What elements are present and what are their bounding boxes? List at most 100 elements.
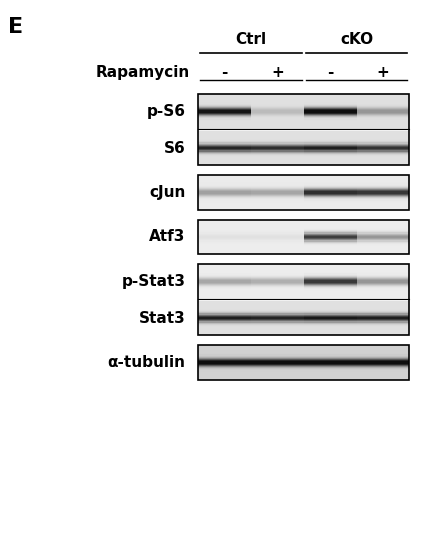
Bar bbox=[198, 327, 251, 329]
Bar bbox=[198, 251, 251, 252]
Bar bbox=[357, 175, 409, 176]
Bar bbox=[357, 374, 409, 375]
Bar bbox=[357, 266, 409, 268]
Bar bbox=[198, 109, 251, 110]
Bar bbox=[357, 297, 409, 299]
Bar bbox=[198, 112, 251, 113]
Bar bbox=[357, 279, 409, 280]
Bar bbox=[357, 127, 409, 128]
Bar bbox=[304, 101, 357, 102]
Bar bbox=[357, 106, 409, 107]
Bar bbox=[251, 376, 304, 377]
Bar bbox=[357, 138, 409, 139]
Bar bbox=[198, 183, 251, 185]
Bar bbox=[198, 128, 251, 129]
Bar bbox=[357, 347, 409, 349]
Bar bbox=[357, 203, 409, 204]
Bar bbox=[357, 305, 409, 306]
Bar bbox=[198, 293, 251, 294]
Bar bbox=[357, 194, 409, 195]
Bar bbox=[198, 345, 409, 380]
Bar bbox=[198, 373, 251, 374]
Bar bbox=[357, 280, 409, 281]
Bar bbox=[198, 279, 251, 280]
Bar bbox=[198, 284, 251, 285]
Bar bbox=[251, 366, 304, 367]
Bar bbox=[198, 250, 251, 251]
Bar bbox=[304, 228, 357, 229]
Bar bbox=[304, 266, 357, 268]
Bar bbox=[304, 364, 357, 365]
Bar bbox=[357, 356, 409, 357]
Bar bbox=[251, 183, 304, 185]
Bar bbox=[357, 307, 409, 309]
Bar bbox=[304, 252, 357, 253]
Bar bbox=[198, 287, 251, 288]
Bar bbox=[357, 160, 409, 161]
Bar bbox=[251, 145, 304, 146]
Bar bbox=[198, 229, 251, 230]
Bar bbox=[251, 193, 304, 194]
Bar bbox=[251, 104, 304, 105]
Bar bbox=[304, 190, 357, 191]
Bar bbox=[357, 98, 409, 99]
Bar bbox=[357, 164, 409, 165]
Bar bbox=[357, 271, 409, 272]
Bar bbox=[198, 147, 251, 148]
Bar bbox=[251, 360, 304, 361]
Bar bbox=[304, 159, 357, 160]
Bar bbox=[357, 176, 409, 178]
Bar bbox=[198, 123, 251, 124]
Bar bbox=[357, 238, 409, 239]
Bar bbox=[198, 346, 251, 347]
Bar bbox=[251, 224, 304, 225]
Bar bbox=[304, 286, 357, 287]
Bar bbox=[251, 208, 304, 209]
Bar bbox=[357, 190, 409, 191]
Bar bbox=[357, 107, 409, 108]
Bar bbox=[357, 118, 409, 119]
Bar bbox=[357, 135, 409, 137]
Bar bbox=[198, 156, 251, 158]
Bar bbox=[198, 202, 251, 203]
Bar bbox=[251, 106, 304, 107]
Bar bbox=[251, 316, 304, 317]
Bar bbox=[304, 185, 357, 186]
Bar bbox=[251, 309, 304, 310]
Bar bbox=[251, 332, 304, 333]
Bar bbox=[357, 148, 409, 149]
Bar bbox=[304, 200, 357, 202]
Bar bbox=[251, 291, 304, 292]
Bar bbox=[198, 292, 251, 293]
Bar bbox=[198, 324, 251, 325]
Bar bbox=[304, 369, 357, 370]
Bar bbox=[198, 325, 251, 326]
Bar bbox=[251, 190, 304, 191]
Bar bbox=[198, 246, 251, 248]
Bar bbox=[198, 358, 251, 359]
Bar bbox=[304, 143, 357, 144]
Bar bbox=[357, 329, 409, 330]
Bar bbox=[251, 319, 304, 320]
Bar bbox=[357, 321, 409, 322]
Bar bbox=[251, 200, 304, 202]
Bar bbox=[198, 132, 251, 133]
Bar bbox=[357, 134, 409, 135]
Bar bbox=[357, 361, 409, 362]
Bar bbox=[251, 195, 304, 196]
Bar bbox=[251, 194, 304, 195]
Bar bbox=[357, 351, 409, 352]
Bar bbox=[198, 269, 251, 270]
Bar bbox=[251, 231, 304, 233]
Bar bbox=[198, 237, 251, 238]
Bar bbox=[198, 194, 251, 195]
Bar bbox=[251, 228, 304, 229]
Bar bbox=[198, 162, 251, 163]
Bar bbox=[251, 276, 304, 277]
Bar bbox=[357, 288, 409, 289]
Bar bbox=[304, 304, 357, 305]
Bar bbox=[251, 156, 304, 158]
Bar bbox=[304, 320, 357, 321]
Bar bbox=[357, 116, 409, 117]
Bar bbox=[251, 110, 304, 112]
